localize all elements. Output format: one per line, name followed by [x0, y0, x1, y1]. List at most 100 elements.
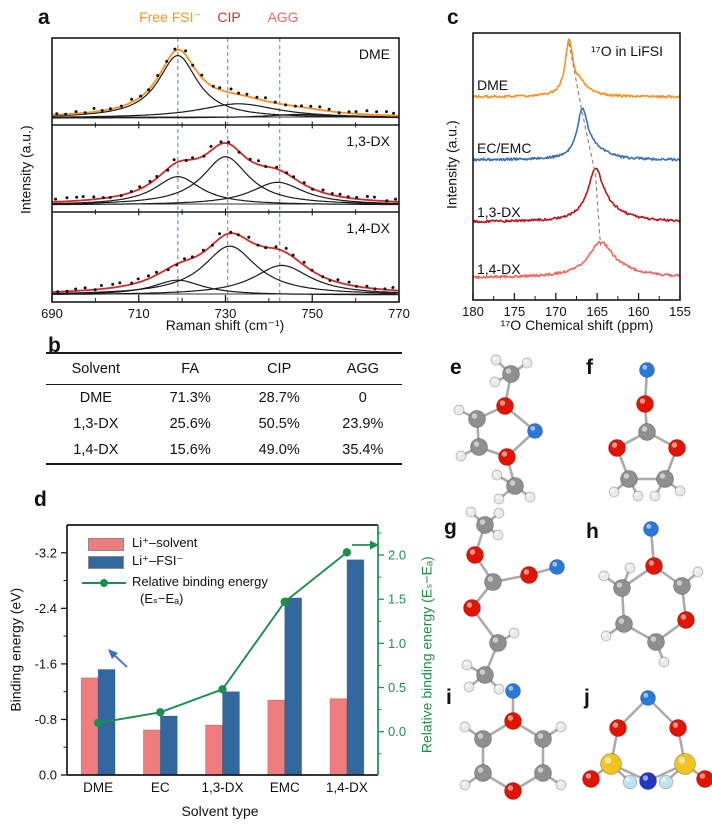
atom-O [636, 395, 654, 413]
molecule-li-13dx [598, 521, 704, 668]
table-row: DME 71.3% 28.7% 0 [46, 385, 402, 412]
binding-energy-chart: -3.2 -2.4 -1.6 -0.8 0.0 2.0 1.5 1.0 0.5 0.0 DME EC 1… [35, 524, 406, 795]
legend-label-relative-energy-sub: (Eₛ−Eₐ) [140, 591, 184, 606]
nmr-label-ecemc: EC/EMC [477, 140, 532, 156]
atom-C [647, 633, 665, 651]
atom-C [502, 365, 520, 383]
spectrum-DME [51, 47, 400, 119]
solvation-fraction-table: Solvent FA CIP AGG DME 71.3% 28.7% 0 1,3… [46, 352, 402, 465]
peak-shift-guide [568, 42, 602, 246]
svg-text:1.0: 1.0 [388, 636, 406, 651]
nmr-label-14dx: 1,4-DX [477, 261, 521, 277]
atom-H [624, 562, 636, 574]
atom-H [459, 779, 471, 791]
svg-text:170: 170 [545, 304, 567, 319]
svg-text:DME: DME [83, 780, 113, 795]
atom-C [474, 764, 492, 782]
atoms [453, 354, 543, 505]
atom-Li [505, 683, 521, 699]
bar-li-fsi [222, 691, 240, 776]
nmr-trace-1,4-DX [472, 240, 681, 279]
svg-text:165: 165 [586, 304, 608, 319]
legend-label-relative-energy: Relative binding energy [132, 574, 268, 589]
panel-letter-i: i [446, 686, 452, 709]
svg-text:-0.8: -0.8 [35, 712, 57, 727]
panel-letter-h: h [586, 520, 599, 543]
molecule-li-fsi [582, 690, 712, 790]
bar-li-solvent [80, 677, 99, 776]
right-axis-arrow [370, 540, 379, 550]
atoms [461, 506, 565, 695]
svg-text:770: 770 [388, 306, 410, 321]
binding-x-axis-title: Solvent type [181, 803, 259, 819]
legend-label-li-fsi: Li⁺–FSI⁻ [132, 553, 184, 568]
svg-text:-3.2: -3.2 [35, 545, 57, 560]
atom-H [649, 490, 661, 502]
svg-text:155: 155 [669, 304, 691, 319]
atom-C [489, 634, 507, 652]
binding-y-axis-title-left: Binding energy (eV) [7, 587, 24, 712]
atom-O [498, 448, 516, 466]
trace-label-13dx: 1,3-DX [346, 133, 390, 149]
molecule-li-ec [608, 362, 686, 502]
cell-fa: 71.3% [169, 390, 211, 406]
atom-H [692, 566, 704, 578]
svg-text:710: 710 [128, 306, 150, 321]
bar-li-solvent [142, 729, 161, 776]
atom-O [668, 439, 686, 457]
legend-swatch-li-fsi [88, 556, 124, 569]
atom-H [508, 627, 520, 639]
bar-li-solvent [205, 724, 223, 776]
atom-S [674, 753, 696, 775]
panel-letter-d: d [34, 488, 47, 511]
panel-letter-e: e [450, 356, 462, 379]
molecule-li-dme [453, 354, 543, 505]
atom-H [493, 493, 505, 505]
svg-text:160: 160 [628, 304, 650, 319]
nmr-x-axis-title: ¹⁷O Chemical shift (ppm) [500, 317, 654, 333]
raman-x-axis-title: Raman shift (cm⁻¹) [165, 317, 285, 333]
panel-letter-a: a [38, 6, 50, 29]
cell-cip: 28.7% [258, 390, 300, 406]
panel-letter-c: c [447, 6, 459, 29]
atom-H [465, 506, 477, 518]
cell-agg: 0 [358, 390, 367, 406]
atom-H [658, 656, 670, 668]
binding-y-axis-title-right: Relative binding energy (Eₛ−Eₐ) [418, 556, 435, 754]
cell-cip: 50.5% [258, 416, 300, 432]
svg-text:EC: EC [151, 780, 170, 795]
atom-C [613, 579, 631, 597]
table-header-row: Solvent FA CIP AGG [46, 353, 402, 385]
atom-H [489, 376, 501, 388]
table-row: 1,3-DX 25.6% 50.5% 23.9% [46, 411, 402, 437]
svg-text:175: 175 [504, 304, 526, 319]
bar-li-fsi [284, 597, 303, 776]
raman-chart: 690 710 730 750 770 [41, 37, 410, 321]
cell-fa: 15.6% [169, 442, 211, 458]
nmr-y-axis-title: Intensity (a.u.) [443, 120, 460, 210]
atom-H [608, 486, 620, 498]
svg-text:EMC: EMC [270, 780, 300, 795]
annotation-free-fsi: Free FSI⁻ [139, 9, 201, 25]
nmr-title: ¹⁷O in LiFSI [591, 43, 663, 59]
bar-li-solvent [267, 699, 286, 776]
raman-y-axis-title: Intensity (a.u.) [17, 125, 34, 215]
nmr-chart: 180 175 170 165 160 155 [462, 32, 691, 319]
atom-C [470, 438, 488, 456]
axis-arrows [108, 540, 379, 668]
atom-Li [527, 423, 543, 439]
atom-O [496, 397, 514, 415]
atom-H [674, 485, 686, 497]
nmr-label-13dx: 1,3-DX [477, 204, 521, 220]
molecule-li-14dx [459, 683, 567, 800]
nmr-trace-DME [472, 38, 681, 99]
svg-text:750: 750 [301, 306, 323, 321]
atom-O [504, 782, 522, 800]
raman-axes [51, 37, 400, 303]
svg-text:1.5: 1.5 [388, 592, 406, 607]
left-axis-arrow [108, 649, 118, 659]
nmr-label-dme: DME [477, 77, 509, 93]
svg-text:180: 180 [462, 304, 484, 319]
svg-text:0.0: 0.0 [388, 724, 406, 739]
svg-text:0.5: 0.5 [388, 680, 406, 695]
